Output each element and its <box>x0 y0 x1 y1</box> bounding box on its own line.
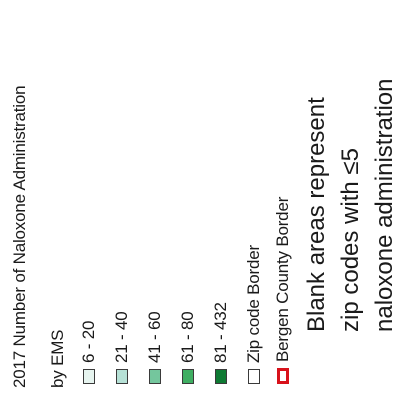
legend-title-continued: by EMS <box>48 329 67 388</box>
legend-item-label: Bergen County Border <box>273 196 292 362</box>
legend-title: 2017 Number of Naloxone Administration <box>10 85 29 388</box>
legend-item-label: 41 - 60 <box>145 311 164 363</box>
legend-item-6-20: 6 - 20 <box>74 321 104 384</box>
legend-swatch <box>277 368 289 384</box>
note-line: Blank areas represent <box>303 97 330 332</box>
legend-swatch <box>215 369 227 384</box>
legend-item-41-60: 41 - 60 <box>140 311 170 384</box>
legend-swatch <box>149 369 161 384</box>
legend-swatch <box>248 369 260 384</box>
legend-swatch <box>182 369 194 384</box>
legend-item-label: 81 - 432 <box>211 302 230 363</box>
note-line: zip codes with ≤5 <box>337 148 364 332</box>
legend-item-61-80: 61 - 80 <box>173 311 203 384</box>
legend-item-81-432: 81 - 432 <box>206 302 236 384</box>
legend-item-label: 6 - 20 <box>79 320 98 363</box>
legend-item-label: 21 - 40 <box>112 311 131 363</box>
legend-item-label: Zip code Border <box>244 245 263 363</box>
legend-item-label: 61 - 80 <box>178 311 197 363</box>
blank-areas-note: Blank areas represent zip codes with ≤5 … <box>300 79 402 333</box>
legend-item-zip-code-border: Zip code Border <box>239 245 269 384</box>
legend-item-bergen-county-border: Bergen County Border <box>268 197 298 384</box>
legend-item-21-40: 21 - 40 <box>107 311 137 384</box>
note-line: naloxone administration <box>371 78 398 333</box>
legend-swatch <box>83 369 95 384</box>
legend-swatch <box>116 369 128 384</box>
